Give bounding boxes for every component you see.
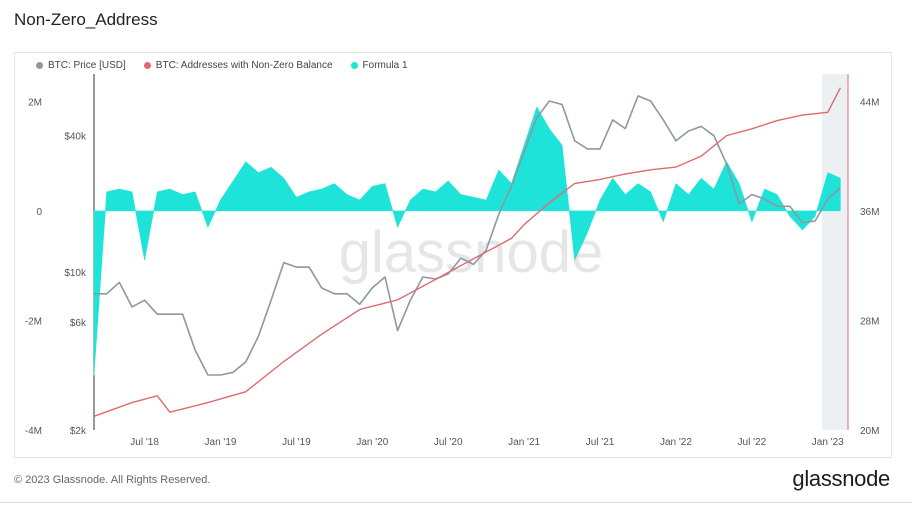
y-right-tick-label: 44M xyxy=(860,97,879,108)
x-tick-label: Jan '19 xyxy=(205,437,237,448)
legend-item-formula[interactable]: Formula 1 xyxy=(350,60,408,71)
addresses-line xyxy=(93,87,842,417)
x-tick-label: Jul '22 xyxy=(738,437,767,448)
x-tick-label: Jan '23 xyxy=(812,437,844,448)
x-tick-label: Jan '22 xyxy=(660,437,692,448)
btc-price-line xyxy=(94,95,841,376)
page-title: Non-Zero_Address xyxy=(14,10,158,29)
legend-label-price: BTC: Price [USD] xyxy=(48,60,126,71)
y-right-tick-label: 20M xyxy=(860,426,879,437)
footer-copyright: © 2023 Glassnode. All Rights Reserved. xyxy=(14,474,211,486)
legend-item-price[interactable]: BTC: Price [USD] xyxy=(36,60,126,71)
y-left-tick-label: 0 xyxy=(36,207,42,218)
legend-item-addresses[interactable]: BTC: Addresses with Non-Zero Balance xyxy=(143,60,333,71)
x-tick-label: Jul '21 xyxy=(586,437,615,448)
chart-frame xyxy=(14,52,892,458)
y-left-tick-label: 2M xyxy=(28,97,42,108)
y-right-tick-label: 36M xyxy=(860,207,879,218)
glassnode-logo: glassnode xyxy=(792,466,890,491)
y-left-tick-label: -2M xyxy=(25,316,42,327)
chart-legend: BTC: Price [USD] BTC: Addresses with Non… xyxy=(36,60,408,71)
legend-swatch-price xyxy=(36,62,43,69)
legend-label-addresses: BTC: Addresses with Non-Zero Balance xyxy=(155,60,333,71)
legend-swatch-formula xyxy=(350,62,358,69)
x-tick-label: Jan '21 xyxy=(508,437,540,448)
x-tick-label: Jul '18 xyxy=(130,437,159,448)
y-left-tick-label: -4M xyxy=(25,426,42,437)
y-price-tick-label: $40k xyxy=(64,132,87,143)
x-tick-label: Jul '19 xyxy=(282,437,311,448)
x-tick-label: Jan '20 xyxy=(356,437,388,448)
legend-swatch-addresses xyxy=(143,62,151,69)
y-price-tick-label: $6k xyxy=(70,318,87,329)
y-price-tick-label: $2k xyxy=(70,426,87,437)
x-tick-label: Jul '20 xyxy=(434,437,463,448)
recent-data-band xyxy=(822,74,848,430)
footer-divider xyxy=(0,502,912,503)
legend-label-formula: Formula 1 xyxy=(362,60,408,71)
formula-1-area xyxy=(93,106,841,376)
watermark-text: glassnode xyxy=(339,220,603,285)
y-right-tick-label: 28M xyxy=(860,316,879,327)
y-price-tick-label: $10k xyxy=(64,268,87,279)
